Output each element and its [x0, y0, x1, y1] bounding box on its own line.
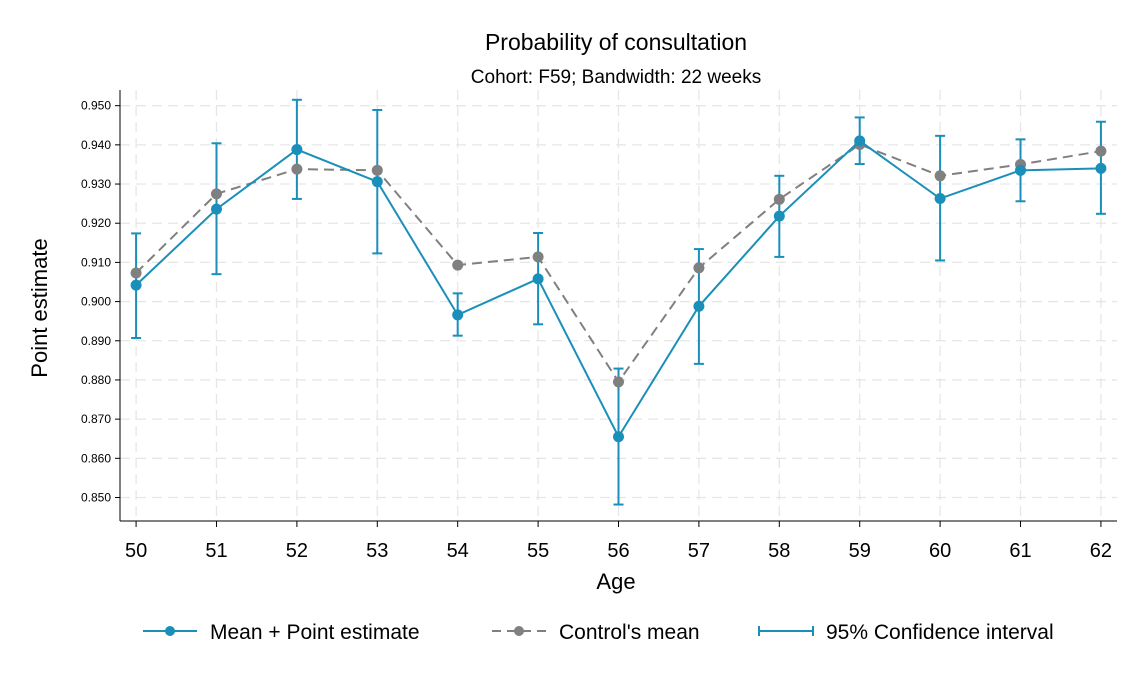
axes: 0.850 0.860 0.870 0.880 0.890 0.900 0.910 0.920… [81, 90, 1117, 562]
y-tick-label: 0.900 [81, 295, 111, 309]
x-tick-label: 50 [125, 540, 147, 562]
data-point-point-estimate [693, 300, 705, 312]
legend-marker-control-mean [514, 626, 524, 636]
data-point-control-mean [532, 251, 544, 263]
x-tick-label: 58 [768, 540, 790, 562]
series [130, 135, 1107, 443]
y-tick-label: 0.920 [81, 216, 111, 230]
chart-title: Probability of consultation [485, 29, 747, 55]
y-tick-label: 0.870 [81, 412, 111, 426]
legend-label-confidence-interval: 95% Confidence interval [826, 621, 1054, 644]
y-tick-label: 0.850 [81, 490, 111, 504]
legend-item-control-mean: Control's mean [492, 621, 700, 644]
x-tick-label: 53 [366, 540, 388, 562]
legend-item-point-estimate: Mean + Point estimate [143, 621, 420, 644]
y-axis-label: Point estimate [27, 238, 52, 377]
y-tick-label: 0.950 [81, 99, 111, 113]
y-tick-label: 0.940 [81, 138, 111, 152]
data-point-point-estimate [773, 210, 785, 222]
legend-label-control-mean: Control's mean [559, 621, 700, 644]
data-point-point-estimate [532, 273, 544, 285]
data-point-control-mean [130, 267, 142, 279]
legend-item-confidence-interval: 95% Confidence interval [758, 621, 1054, 644]
data-point-point-estimate [1015, 164, 1027, 176]
data-point-point-estimate [130, 279, 142, 291]
x-tick-label: 60 [929, 540, 951, 562]
data-point-control-mean [934, 170, 946, 182]
data-point-point-estimate [613, 431, 624, 443]
data-point-point-estimate [210, 203, 222, 215]
x-tick-label: 62 [1090, 540, 1112, 562]
data-point-control-mean [210, 188, 222, 200]
y-tick-label: 0.860 [81, 451, 111, 465]
data-point-control-mean [371, 164, 383, 176]
legend-label-point-estimate: Mean + Point estimate [210, 621, 420, 644]
data-point-control-mean [291, 163, 303, 175]
y-tick-label: 0.910 [81, 255, 111, 269]
x-tick-label: 54 [447, 540, 469, 562]
x-tick-label: 51 [205, 540, 227, 562]
y-tick-label: 0.880 [81, 373, 111, 387]
data-point-control-mean [452, 259, 464, 271]
chart-subtitle: Cohort: F59; Bandwidth: 22 weeks [471, 67, 761, 88]
data-point-control-mean [693, 262, 705, 274]
data-point-point-estimate [452, 309, 464, 321]
data-point-control-mean [613, 376, 624, 388]
x-tick-label: 59 [849, 540, 871, 562]
data-point-point-estimate [934, 193, 946, 205]
x-axis-label: Age [596, 569, 635, 594]
data-point-control-mean [1095, 145, 1107, 157]
data-point-point-estimate [1095, 162, 1107, 174]
x-tick-label: 61 [1009, 540, 1031, 562]
legend-marker-point-estimate [165, 626, 175, 636]
legend: Mean + Point estimate Control's mean 95%… [143, 621, 1054, 644]
data-point-control-mean [773, 193, 785, 205]
data-point-point-estimate [371, 176, 383, 188]
x-tick-label: 55 [527, 540, 549, 562]
x-tick-label: 57 [688, 540, 710, 562]
y-tick-label: 0.890 [81, 334, 111, 348]
x-tick-label: 56 [607, 540, 629, 562]
data-point-point-estimate [291, 144, 303, 156]
data-point-point-estimate [854, 135, 866, 147]
x-tick-label: 52 [286, 540, 308, 562]
y-tick-label: 0.930 [81, 177, 111, 191]
